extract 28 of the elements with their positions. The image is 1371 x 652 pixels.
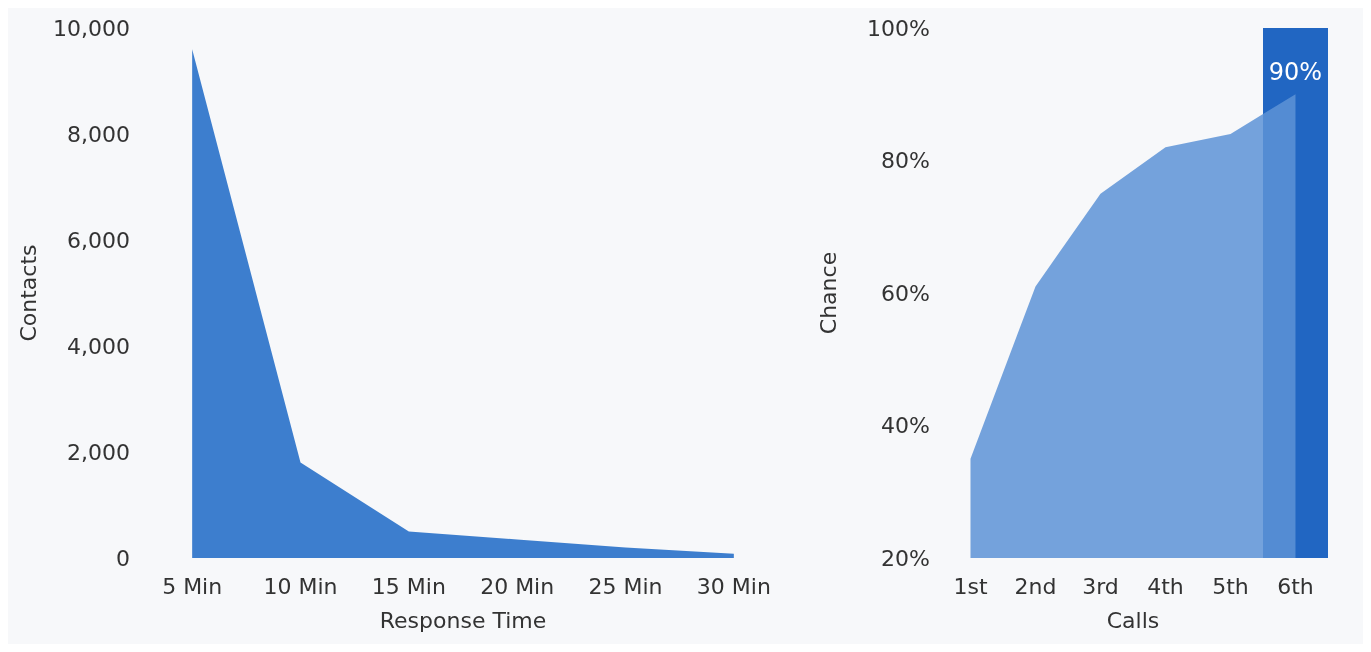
y-tick-label: 10,000 bbox=[53, 15, 130, 41]
x-tick-label: 15 Min bbox=[371, 573, 446, 599]
x-tick-label: 3rd bbox=[1082, 573, 1119, 599]
y-tick-label: 4,000 bbox=[67, 333, 130, 359]
x-tick-label: 30 Min bbox=[696, 573, 771, 599]
y-tick-label: 0 bbox=[116, 545, 130, 571]
x-tick-label: 5 Min bbox=[162, 573, 223, 599]
y-tick-label: 8,000 bbox=[67, 121, 130, 147]
x-tick-label: 25 Min bbox=[588, 573, 663, 599]
x-tick-label: 20 Min bbox=[480, 573, 555, 599]
x-axis-title: Calls bbox=[1106, 608, 1160, 633]
x-tick-label: 4th bbox=[1147, 573, 1184, 599]
y-axis-title: Chance bbox=[815, 251, 841, 335]
x-tick-label: 5th bbox=[1212, 573, 1249, 599]
y-tick-label: 2,000 bbox=[67, 439, 130, 465]
x-axis-title: Response Time bbox=[379, 608, 547, 633]
y-tick-label: 40% bbox=[881, 413, 930, 439]
x-tick-label: 1st bbox=[953, 573, 988, 599]
annotation: 90% bbox=[1268, 58, 1323, 87]
y-tick-label: 100% bbox=[867, 15, 930, 41]
y-tick-label: 6,000 bbox=[67, 227, 130, 253]
y-tick-label: 80% bbox=[881, 148, 930, 174]
x-tick-label: 2nd bbox=[1014, 573, 1057, 599]
x-tick-label: 10 Min bbox=[263, 573, 338, 599]
x-tick-label: 6th bbox=[1277, 573, 1314, 599]
y-tick-label: 20% bbox=[881, 545, 930, 571]
y-axis-title: Contacts bbox=[15, 244, 41, 342]
y-tick-label: 60% bbox=[881, 280, 930, 306]
